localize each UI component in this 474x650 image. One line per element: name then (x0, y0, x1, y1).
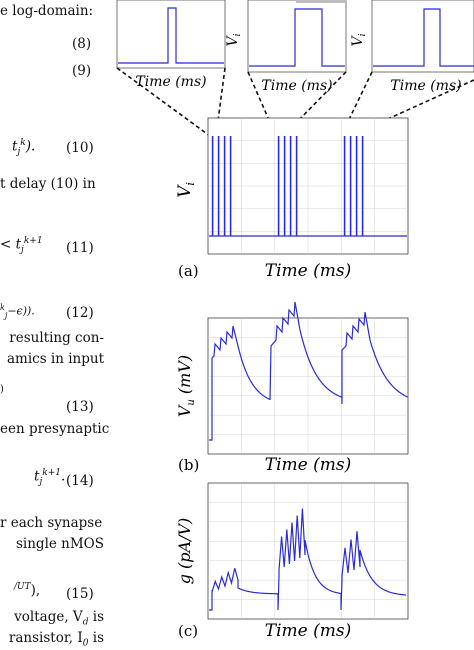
text-line: r each synapse (0, 515, 103, 531)
equation-number: (10) (66, 140, 94, 156)
equation-number: (11) (66, 240, 94, 256)
panel-b-trace (209, 301, 408, 441)
text-line: e log-domain: (0, 3, 94, 19)
panel-a-grid (208, 118, 408, 254)
equation-number: (9) (72, 63, 92, 79)
equation-number: (12) (66, 305, 94, 321)
inset-1: Time (ms) (116, 0, 226, 90)
panel-b-xlabel: Time (ms) (265, 455, 351, 475)
equation-fragment: ) (0, 384, 4, 395)
text-line: een presynaptic (0, 421, 110, 437)
panel-a-xlabel: Time (ms) (265, 261, 351, 281)
equation-number: (14) (66, 473, 94, 489)
panel-b: Vu (mV) Time (ms) (b) (175, 301, 409, 475)
text-line: single nMOS (15, 536, 104, 552)
equation-number: (13) (66, 399, 94, 415)
inset-2-xlabel: Time (ms) (261, 78, 332, 94)
inset-3-trace (373, 8, 474, 67)
panel-a-ylabel: Vi (175, 182, 197, 198)
text-line: amics in input (6, 351, 104, 367)
panel-c-xlabel: Time (ms) (265, 621, 351, 641)
panel-a-spikes (209, 136, 407, 237)
equation-fragment: tjk). (12, 138, 36, 158)
inset-1-xlabel: Time (ms) (135, 74, 206, 90)
equation-fragment: tjk+1. (34, 468, 66, 488)
equation-fragment: < tjk+1 (0, 236, 43, 256)
panel-c-ylabel: g (pA/V) (175, 518, 194, 585)
inset-3-xlabel: Time (ms) (390, 78, 461, 94)
panel-c-grid (208, 483, 408, 619)
panel-b-ylabel: Vu (mV) (175, 355, 197, 417)
equation-number: (8) (72, 36, 92, 52)
panel-c-trace (209, 508, 407, 611)
equation-number: (15) (66, 586, 94, 602)
panel-a-label: (a) (178, 262, 199, 280)
text-line: t delay (10) in (0, 176, 96, 192)
inset-2-ylabel: Vi (225, 33, 243, 46)
panel-a: Vi Time (ms) (a) (175, 117, 409, 281)
text-line: resulting con- (9, 330, 104, 346)
panel-c: g (pA/V) Time (ms) (c) (175, 482, 409, 641)
text-line: ransistor, I0 is (8, 630, 104, 649)
text-line: voltage, Vd is (14, 609, 104, 628)
equation-fragment: /UT), (14, 582, 41, 599)
equation-fragment: kj−ϵ)). (0, 303, 35, 320)
panel-c-label: (c) (178, 622, 198, 640)
inset-2-trace (249, 8, 345, 67)
inset-2: Vi Time (ms) (225, 0, 347, 94)
inset-3: Vi Time (ms) (350, 0, 474, 94)
panel-b-label: (b) (178, 456, 199, 474)
inset-3-ylabel: Vi (350, 33, 368, 46)
inset-1-trace (118, 7, 224, 64)
